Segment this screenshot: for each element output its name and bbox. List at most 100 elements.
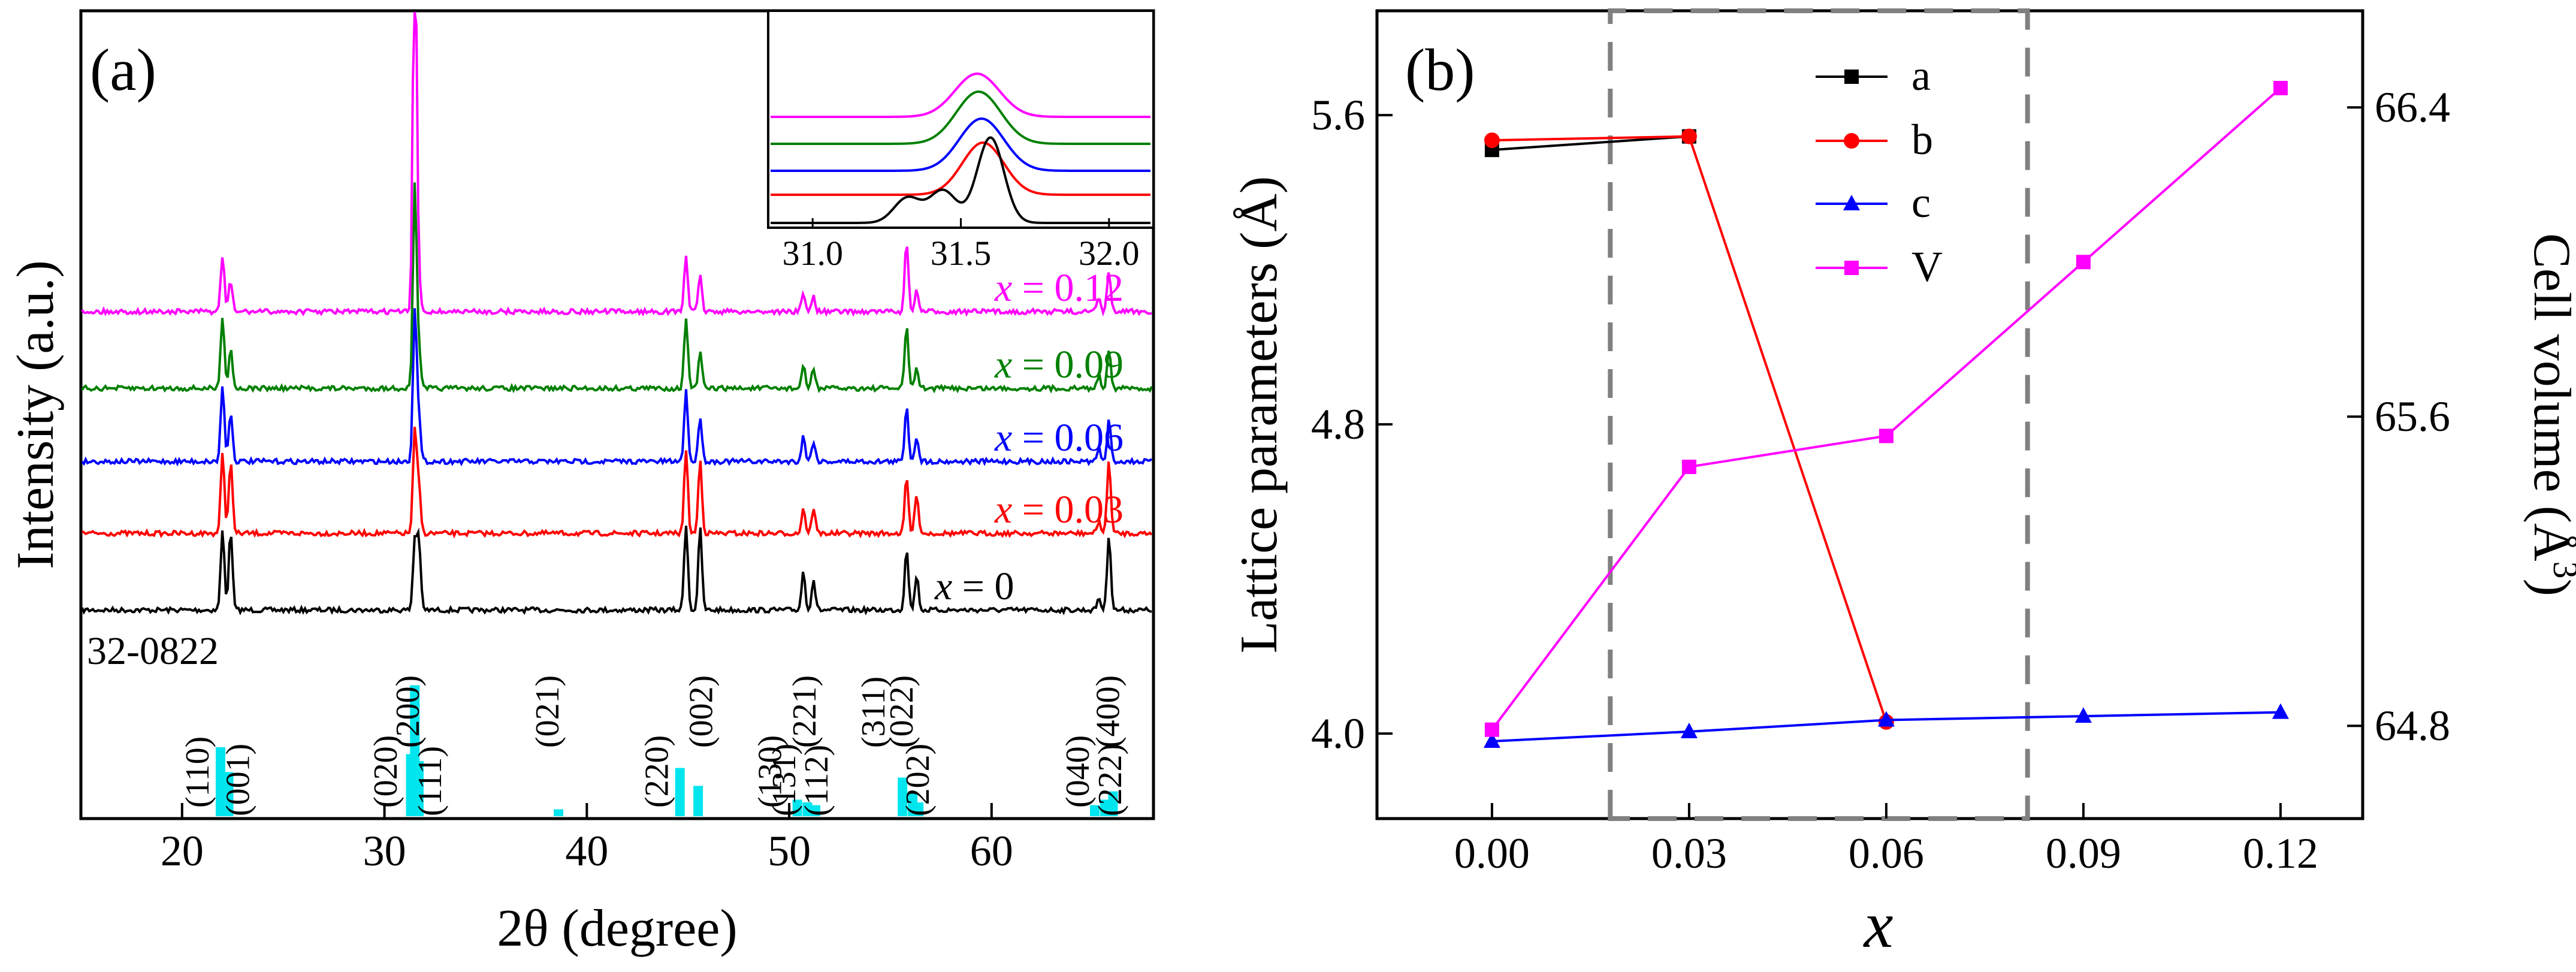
inset-x-tick-label: 31.0	[782, 234, 843, 273]
y2-tick-label: 64.8	[2375, 702, 2450, 750]
series-label: x = 0	[934, 565, 1014, 608]
reference-bar	[693, 786, 703, 816]
panel-b-frame	[1375, 9, 2364, 820]
inset-trace	[771, 90, 1150, 145]
x-tick-label: 0.03	[1651, 829, 1727, 877]
hkl-label: (111)	[412, 746, 449, 816]
hkl-label: (021)	[529, 675, 566, 748]
hkl-label: (200)	[389, 675, 427, 748]
hkl-label: (220)	[638, 735, 675, 808]
y2-axis-label-main: Cell volume (Å	[2523, 233, 2576, 561]
inset-traces	[771, 73, 1150, 224]
hkl-label: (020)	[367, 735, 404, 808]
series-label: x = 0.03	[994, 488, 1124, 532]
data-point-c	[1680, 722, 1698, 738]
data-point-V	[2076, 255, 2091, 270]
y-tick-label: 4.0	[1311, 710, 1365, 757]
series-label: x = 0.12	[994, 266, 1124, 310]
highlight-region	[1608, 8, 2030, 821]
series-line-b	[1491, 135, 1888, 723]
series-label-var: x	[994, 416, 1012, 460]
legend-label: V	[1911, 243, 1943, 291]
data-point-V	[1879, 428, 1894, 443]
data-point-b	[1681, 128, 1697, 144]
x-tick-label: 20	[161, 827, 204, 875]
hkl-label: (222)	[1092, 744, 1129, 816]
reference-bar	[675, 768, 685, 816]
reference-pattern	[216, 685, 1118, 816]
series-labels: x = 0x = 0.03x = 0.06x = 0.09x = 0.12	[934, 266, 1124, 608]
xrd-trace	[81, 308, 1153, 467]
series-label-var: x	[994, 266, 1012, 310]
x-axis-ticks: 0.00 0.03 0.06 0.09 0.12	[1454, 803, 2318, 877]
y2-tick-label: 66.4	[2375, 83, 2450, 131]
reference-bar	[792, 799, 802, 816]
x-tick-label: 30	[363, 827, 406, 875]
legend-label: a	[1911, 52, 1931, 99]
x-tick-label: 0.06	[1849, 829, 1924, 877]
x-tick-label: 0.09	[2046, 829, 2121, 877]
reference-bar	[802, 802, 813, 816]
inset-x-tick-label: 32.0	[1079, 234, 1140, 273]
data-point-V	[2273, 80, 2288, 95]
series-line-a	[1491, 135, 1690, 152]
inset-x-tick-label: 31.5	[931, 234, 992, 273]
legend-label: b	[1911, 116, 1933, 164]
series-lines	[1483, 80, 2289, 748]
hkl-label: (202)	[899, 744, 937, 816]
y-axis-label: Lattice parameters (Å)	[1230, 176, 1288, 653]
xrd-trace	[81, 182, 1153, 394]
y2-axis-ticks: 64.8 65.6 66.4	[2347, 83, 2450, 750]
x-axis-label: x	[1863, 888, 1894, 961]
hkl-label: (221)	[786, 675, 823, 748]
x-tick-label: 50	[768, 827, 811, 875]
x-tick-label: 0.00	[1454, 829, 1530, 877]
hkl-label: (131)	[766, 744, 803, 816]
y2-axis-label-close: )	[2523, 579, 2576, 596]
series-label-value: = 0	[952, 565, 1014, 608]
xrd-trace	[81, 427, 1153, 539]
xrd-trace	[81, 11, 1152, 317]
hkl-label: (400)	[1090, 675, 1127, 748]
reference-bar	[224, 772, 234, 816]
hkl-labels: (110) (001) (020)(200)(111) (021) (220)(002)…	[179, 675, 1129, 816]
data-point-c	[2272, 703, 2289, 719]
legend-label: c	[1911, 179, 1931, 227]
reference-bar	[554, 809, 564, 816]
hkl-label: (002)	[683, 675, 720, 748]
y-tick-label: 5.6	[1311, 91, 1365, 139]
hkl-label: (001)	[219, 744, 256, 816]
series-label-value: = 0.06	[1012, 416, 1124, 460]
y2-axis-label: Cell volume (Å3)	[2523, 233, 2576, 596]
legend-marker	[1844, 133, 1859, 149]
inset-x-ticks: 31.0 31.5 32.0	[782, 218, 1140, 273]
inset-trace	[771, 141, 1150, 196]
reference-bar	[1108, 791, 1118, 816]
series-label: x = 0.06	[994, 416, 1124, 460]
y-axis-label: Intensity (a.u.)	[7, 260, 65, 569]
reference-bar	[810, 805, 820, 816]
hkl-label: (112)	[798, 745, 835, 816]
panel-a-frame	[79, 9, 1155, 820]
series-label: x = 0.09	[994, 343, 1124, 387]
series-label-value: = 0.03	[1012, 488, 1124, 532]
y2-axis-label-sup: 3	[2546, 562, 2576, 579]
inset-trace	[771, 136, 1150, 224]
series-label-var: x	[994, 488, 1012, 532]
inset-trace	[771, 73, 1150, 118]
y-axis-ticks: 4.0 4.8 5.6	[1311, 91, 1393, 757]
inset: 31.0 31.5 32.0	[767, 10, 1155, 273]
reference-card-label: 32-0822	[87, 629, 219, 673]
y-tick-label: 4.8	[1311, 400, 1365, 448]
data-point-c	[2074, 707, 2092, 723]
hkl-label: (110)	[179, 736, 216, 808]
xrd-trace	[81, 526, 1152, 615]
series-label-value: = 0.09	[1012, 343, 1124, 387]
inset-trace	[771, 117, 1150, 172]
series-label-value: = 0.12	[1012, 266, 1124, 310]
hkl-label: (022)	[883, 675, 920, 748]
reference-bar	[898, 777, 908, 816]
series-label-var: x	[934, 565, 952, 608]
x-tick-label: 40	[565, 827, 608, 875]
